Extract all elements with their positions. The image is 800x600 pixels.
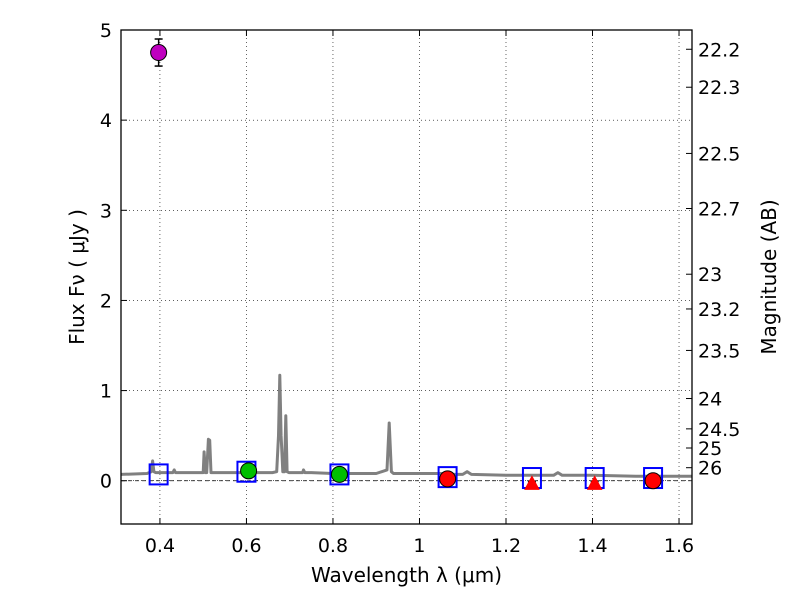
- x-tick-label: 1.4: [577, 535, 607, 557]
- y2-tick-label: 24: [698, 389, 722, 411]
- y2-tick-label: 26: [698, 458, 722, 480]
- y-tick-label: 5: [100, 20, 112, 42]
- x-tick-label: 1.2: [491, 535, 521, 557]
- data-point: [439, 470, 457, 488]
- y-tick-label: 4: [100, 110, 112, 132]
- upper-limit-triangle: [586, 475, 603, 490]
- y-axis-label: Flux Fν ( μJy ): [65, 209, 89, 345]
- model-photometry-square: [329, 463, 350, 486]
- axis-ticks: 0.4 0.6 0.8 1 1.2 1.4 1.601234522.222.322.522.…: [100, 20, 740, 557]
- spectrum-line: [120, 373, 692, 478]
- y-tick-label: 3: [100, 200, 112, 222]
- data-point: [150, 44, 168, 62]
- y2-axis-label: Magnitude (AB): [757, 199, 781, 354]
- y2-tick-label: 22.3: [698, 77, 740, 99]
- y2-tick-label: 23.5: [698, 340, 740, 362]
- y2-tick-label: 22.2: [698, 39, 740, 61]
- data-series: [120, 38, 692, 490]
- plot-frame: [120, 29, 693, 525]
- x-tick-label: 0.6: [231, 535, 261, 557]
- x-tick-label: 0.4: [145, 535, 175, 557]
- model-photometry-square: [148, 463, 169, 486]
- data-point: [330, 465, 348, 483]
- data-point: [644, 472, 662, 490]
- x-tick-label: 1: [413, 535, 425, 557]
- x-axis-label: Wavelength λ (μm): [311, 563, 502, 587]
- y-tick-label: 1: [100, 381, 112, 403]
- y2-tick-label: 22.7: [698, 198, 740, 220]
- x-tick-label: 1.6: [664, 535, 694, 557]
- y2-tick-label: 25: [698, 438, 722, 460]
- y-tick-label: 2: [100, 290, 112, 312]
- data-point: [240, 462, 258, 480]
- y2-tick-label: 23: [698, 264, 722, 286]
- y-tick-label: 0: [100, 471, 112, 493]
- y2-tick-label: 22.5: [698, 143, 740, 165]
- x-tick-label: 0.8: [318, 535, 348, 557]
- upper-limit-triangle: [524, 475, 540, 490]
- y2-tick-label: 24.5: [698, 419, 740, 441]
- y2-tick-label: 23.2: [698, 299, 740, 321]
